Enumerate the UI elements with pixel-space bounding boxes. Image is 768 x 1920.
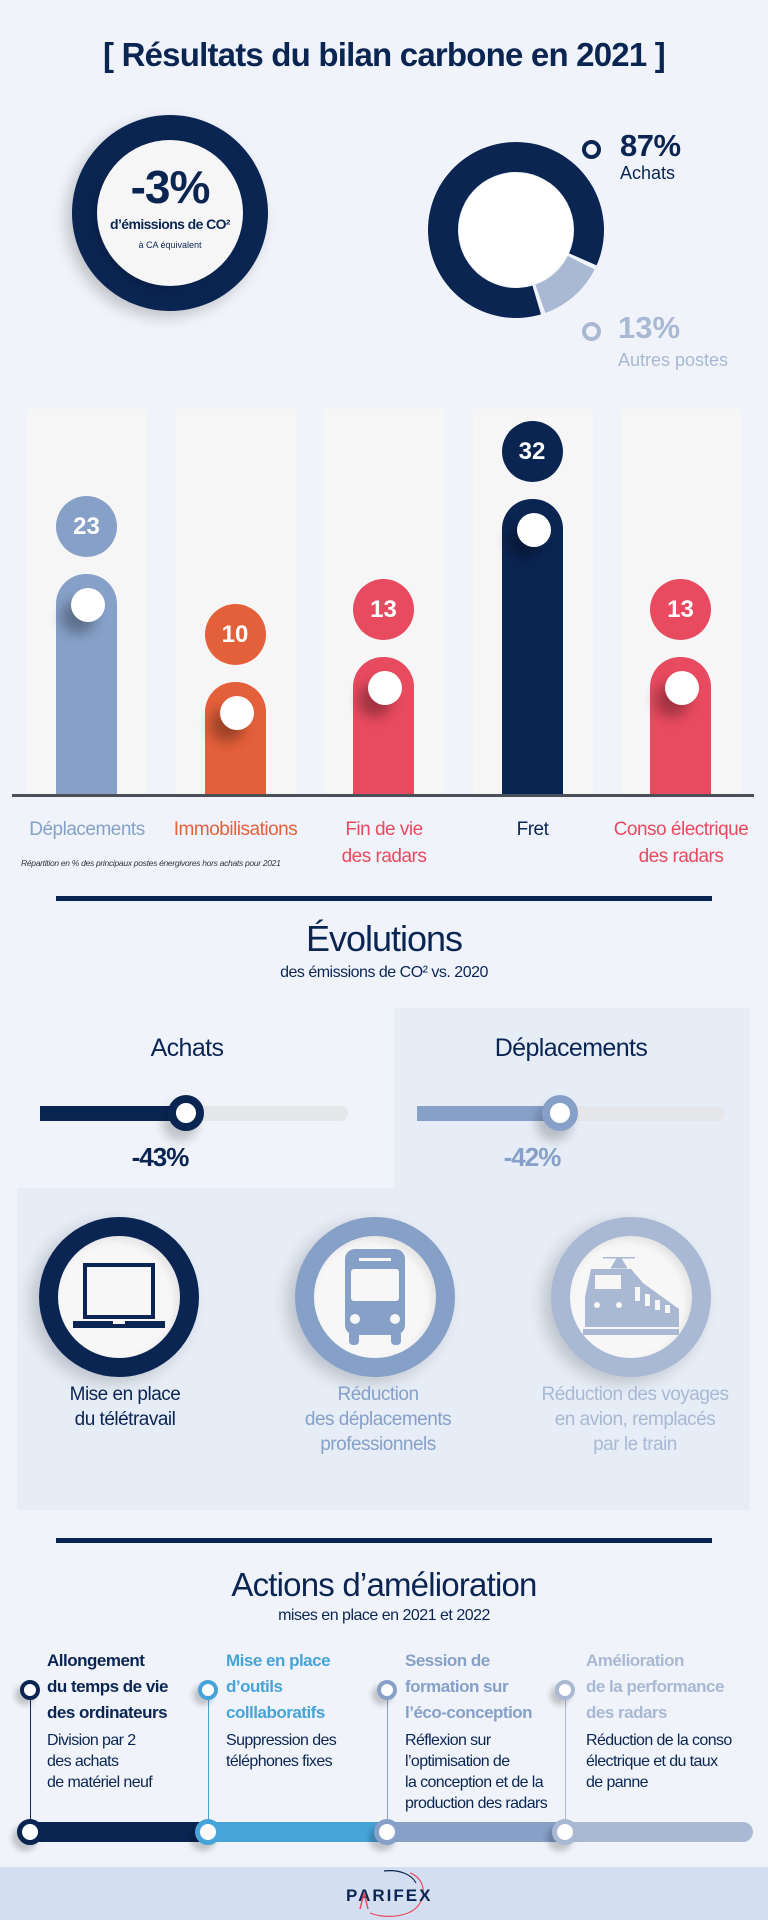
timeline-marker-icon [198,1680,218,1700]
timeline-marker-icon [377,1680,397,1700]
action-title: Amélioration de la performance des radars [586,1651,724,1722]
kpi-label: d’émissions de CO² [110,216,231,232]
timeline-segment [30,1822,208,1842]
timeline-connector [564,1700,566,1830]
bar-dot [665,671,699,706]
timeline-node-icon [17,1819,43,1845]
slider-knob [167,1095,204,1131]
bar-dot [71,588,105,623]
slider-knob [541,1095,578,1131]
timeline-node-icon [374,1819,400,1845]
legend-label: Achats [620,163,676,183]
bar-dot [368,671,402,706]
icon-text-train: Réduction des voyages en avion, remplacés… [541,1384,729,1455]
slider-fill [40,1106,186,1121]
legend-marker-icon [582,322,601,341]
timeline-segment [565,1822,753,1842]
legend-marker-icon [582,140,601,159]
train-icon [583,1257,679,1335]
footer: PARIFEX [0,1867,768,1920]
bar-category-label: Fret [516,819,549,840]
section-divider [56,896,712,901]
slider-fill [417,1106,560,1121]
bar-category-label: Déplacements [29,819,145,840]
timeline-connector [29,1700,31,1830]
evolution-value-deplacements: -42% [503,1142,562,1172]
donut-slice-0 [428,142,604,318]
action-description: Réduction de la conso électrique et du ta… [586,1732,732,1791]
action-description: Division par 2 des achats de matériel neuf [47,1732,153,1791]
timeline-node-icon [552,1819,578,1845]
bar-dot [219,696,254,730]
bar-category-label: Fin de vie des radars [341,819,427,867]
bar-category-label: Conso électrique des radars [613,819,749,867]
timeline-segment [387,1822,565,1842]
kpi-value: -3% [130,161,211,213]
bar-category-label: Immobilisations [173,819,298,840]
page-title: [ Résultats du bilan carbone en 2021 ] [103,36,666,73]
icon-circle-deplacements [295,1217,455,1377]
timeline-segment [208,1822,387,1842]
action-description: Suppression des téléphones fixes [226,1732,337,1770]
icon-circle-train [551,1217,711,1377]
timeline-node-icon [195,1819,221,1845]
legend-value: 87% [620,128,681,163]
bar-3 [501,499,563,795]
laptop-icon [73,1263,165,1328]
bar-value-label: 23 [56,496,117,558]
legend-label: Autres postes [618,350,729,370]
timeline-connector [207,1700,209,1830]
chart-baseline [12,794,754,797]
kpi-ring: -3% d’émissions de CO² à CA équivalent [72,115,268,311]
evolutions-subtitle: des émissions de CO² vs. 2020 [280,964,488,981]
evolution-value-achats: -43% [131,1142,190,1172]
bus-icon [345,1249,405,1345]
bar-value-label: 10 [204,604,266,665]
chart-note: Répartition en % des principaux postes é… [21,858,281,868]
donut-hole [459,173,573,287]
action-title: Mise en place d’outils colllaboratifs [226,1651,331,1722]
action-title: Allongement du temps de vie des ordinateur… [47,1651,168,1722]
legend-value: 13% [618,310,681,345]
slider-deplacements [417,1095,725,1131]
timeline-marker-icon [20,1680,40,1700]
icon-circle-teletravail [39,1217,199,1377]
evolutions-title: Évolutions [305,918,463,959]
actions-title: Actions d’amélioration [231,1566,537,1603]
actions-subtitle: mises en place en 2021 et 2022 [278,1607,490,1624]
donut-slice-1 [535,256,595,313]
bar-dot [516,513,551,548]
evolution-label-achats: Achats [150,1034,224,1062]
parifex-logo: PARIFEX [346,1870,430,1917]
action-description: Réflexion sur l’optimisation de la concept… [405,1732,548,1812]
timeline-connector [386,1700,388,1830]
evolution-label-deplacements: Déplacements [494,1034,648,1062]
icon-text-teletravail: Mise en place du télétravail [69,1384,181,1430]
svg-text:PARIFEX: PARIFEX [346,1886,430,1905]
donut-chart [428,142,604,318]
action-title: Session de formation sur l’éco-conception [405,1651,533,1722]
kpi-sublabel: à CA équivalent [138,240,202,250]
slider-achats [40,1095,348,1131]
bar-value-label: 32 [501,421,563,483]
bar-value-label: 13 [353,579,414,641]
bar-value-label: 13 [650,579,711,641]
timeline-marker-icon [555,1680,575,1700]
icon-text-deplacements: Réduction des déplacements professionnels [304,1384,452,1455]
section-divider [56,1538,712,1543]
